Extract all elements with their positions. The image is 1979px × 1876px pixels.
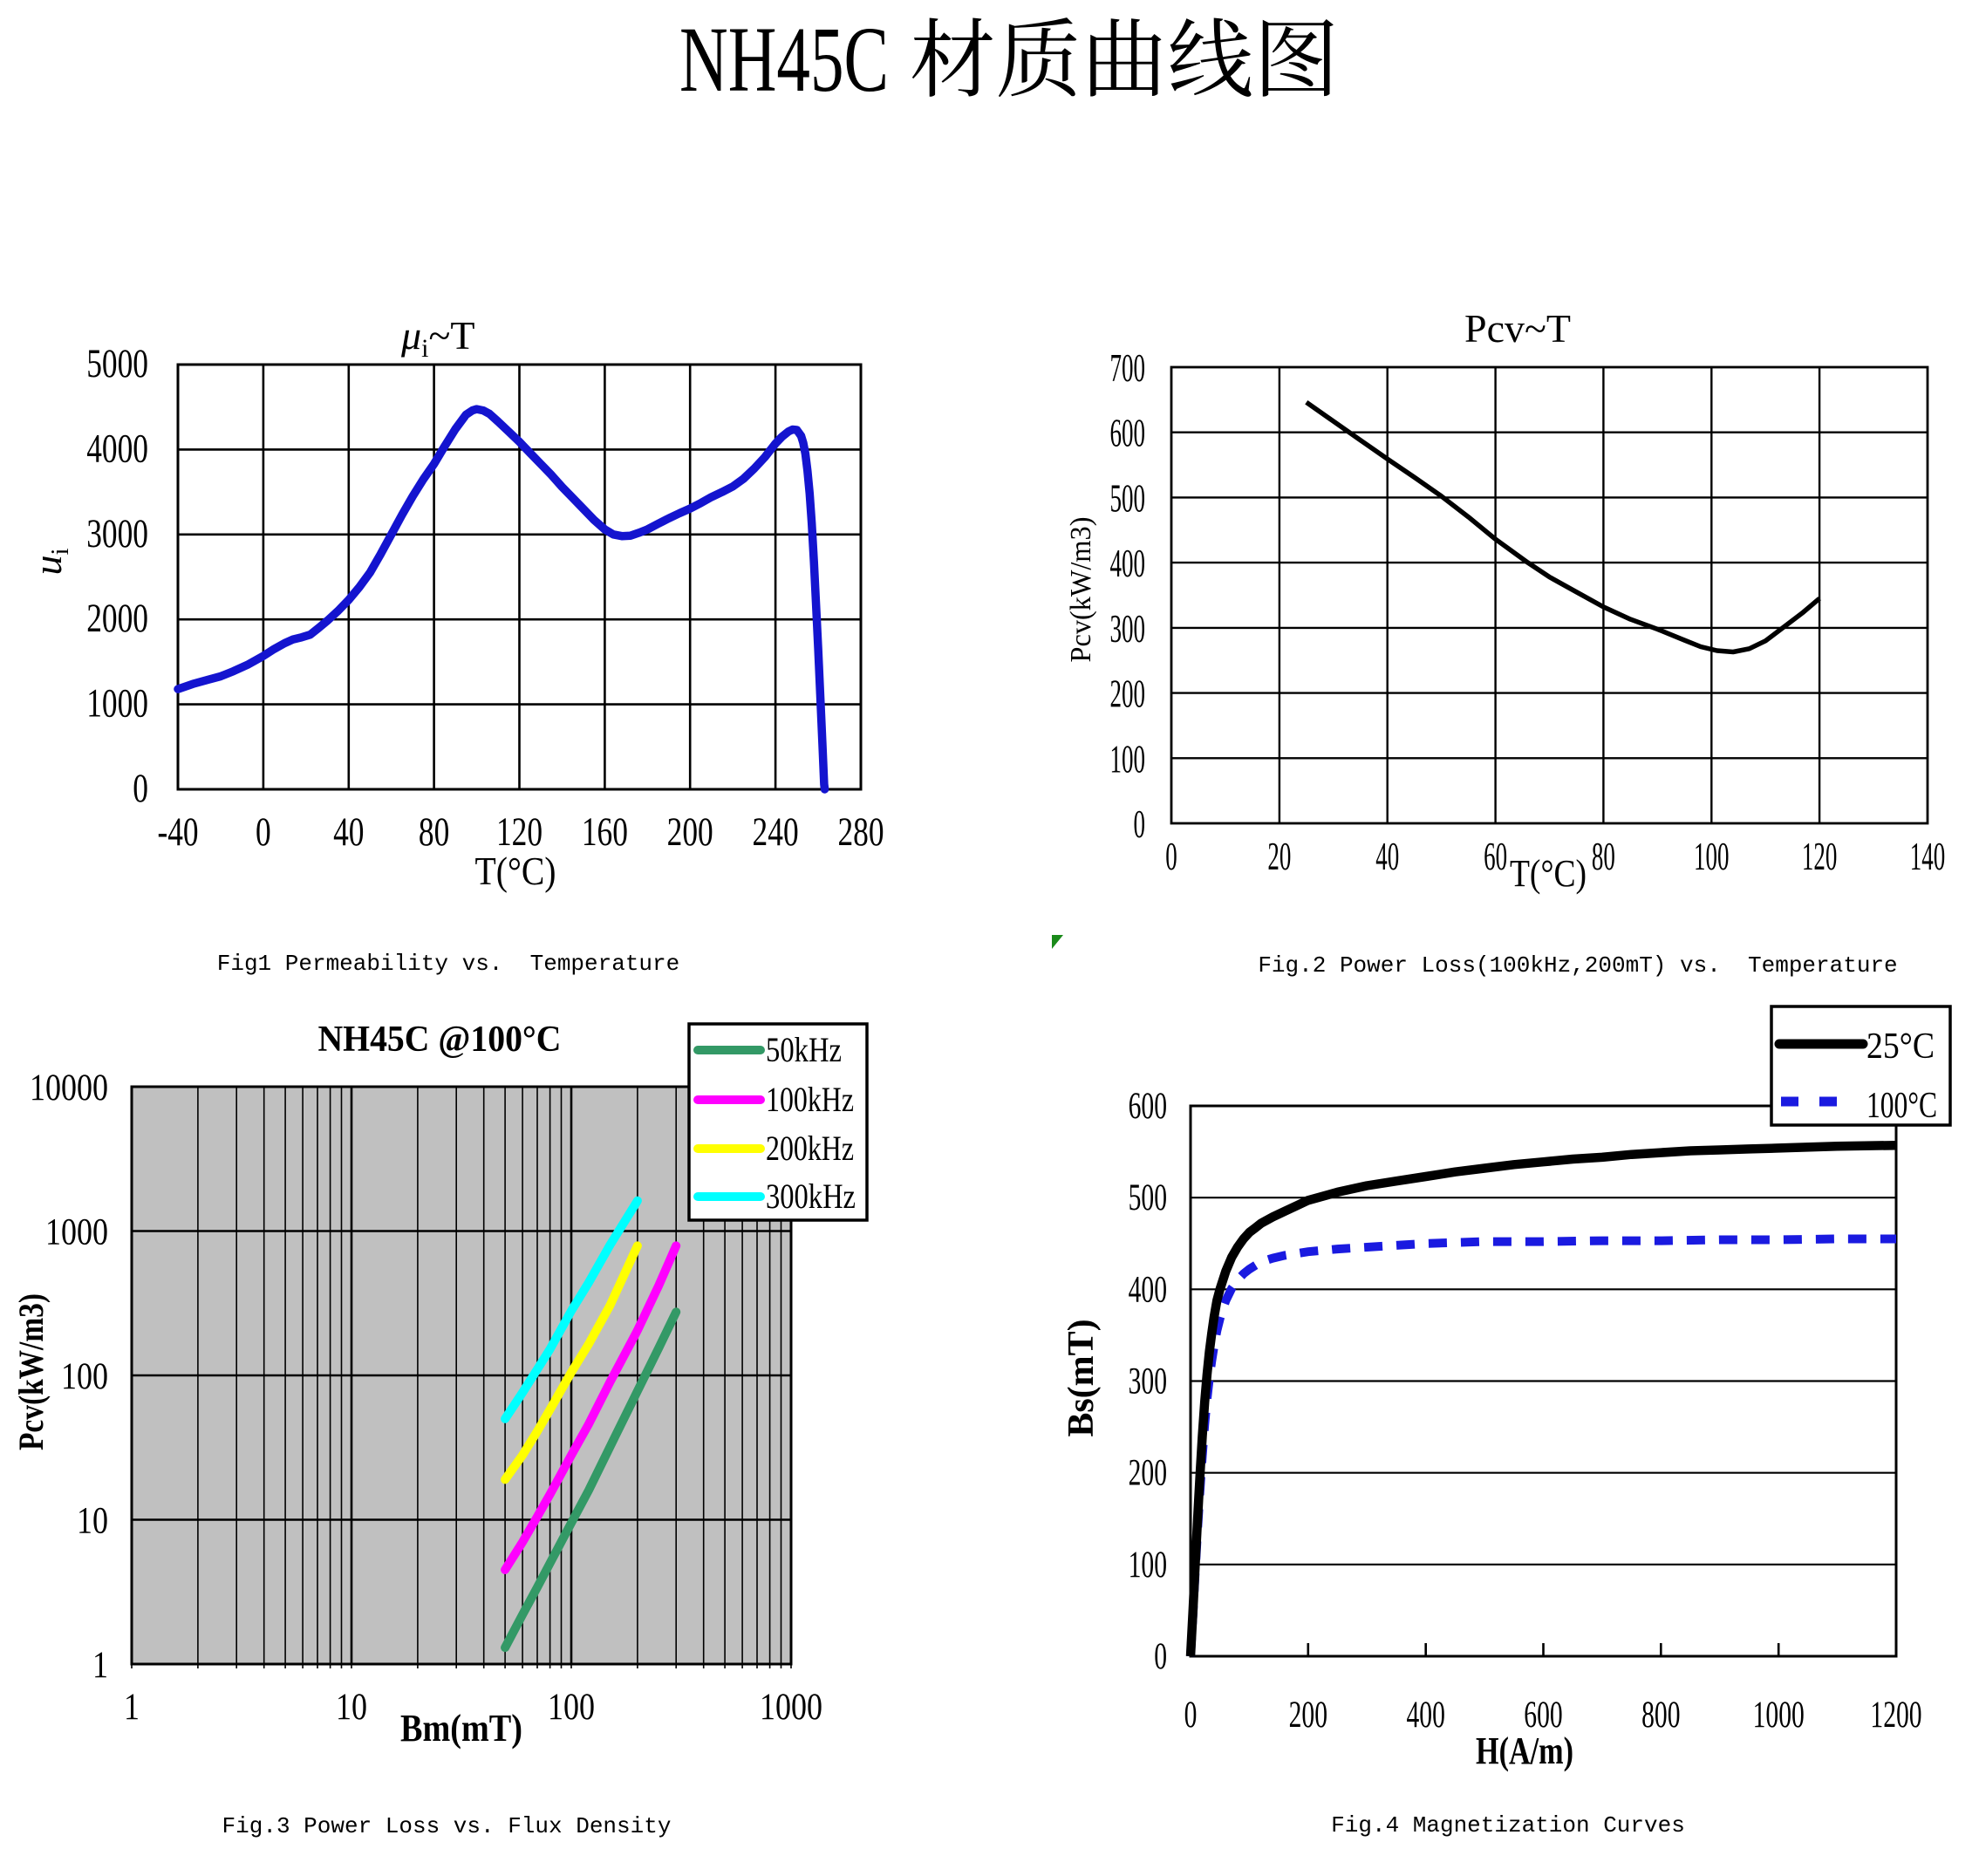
svg-text:300: 300	[1129, 1361, 1167, 1402]
svg-text:200: 200	[667, 809, 713, 855]
svg-text:60: 60	[1484, 835, 1507, 878]
svg-text:0: 0	[256, 809, 271, 855]
svg-text:100: 100	[548, 1687, 595, 1728]
svg-text:20: 20	[1267, 835, 1291, 878]
svg-text:2000: 2000	[86, 596, 148, 641]
svg-text:1200: 1200	[1870, 1695, 1921, 1736]
svg-text:NH45C: NH45C	[679, 9, 889, 112]
svg-text:10: 10	[77, 1501, 108, 1542]
svg-text:80: 80	[419, 809, 449, 855]
svg-text:ui: ui	[25, 548, 74, 575]
svg-text:200: 200	[1110, 672, 1146, 716]
svg-text:Pcv(kW/m3): Pcv(kW/m3)	[1065, 517, 1097, 663]
svg-text:1000: 1000	[86, 681, 148, 727]
svg-text:800: 800	[1641, 1695, 1680, 1736]
svg-text:1000: 1000	[760, 1687, 822, 1728]
svg-text:0: 0	[1165, 835, 1177, 878]
svg-text:Fig.2 Power Loss(100kHz,200mT): Fig.2 Power Loss(100kHz,200mT) vs. Tempe…	[1258, 952, 1897, 979]
svg-text:1: 1	[92, 1645, 108, 1686]
svg-text:100: 100	[1694, 835, 1730, 878]
svg-text:5000: 5000	[86, 341, 148, 386]
svg-text:Bs(mT): Bs(mT)	[1061, 1319, 1102, 1436]
svg-text:500: 500	[1129, 1177, 1167, 1218]
svg-text:160: 160	[582, 809, 628, 855]
svg-text:H(A/m): H(A/m)	[1476, 1729, 1573, 1772]
svg-text:100°C: 100°C	[1866, 1086, 1937, 1126]
svg-text:0: 0	[1154, 1636, 1167, 1677]
svg-text:120: 120	[496, 809, 543, 855]
svg-text:140: 140	[1910, 835, 1946, 878]
svg-text:600: 600	[1524, 1695, 1562, 1736]
svg-text:-40: -40	[157, 809, 198, 855]
svg-text:25°C: 25°C	[1866, 1027, 1935, 1067]
svg-text:T(°C): T(°C)	[475, 849, 556, 893]
svg-text:200: 200	[1289, 1695, 1327, 1736]
svg-text:700: 700	[1110, 346, 1146, 390]
svg-text:1000: 1000	[45, 1212, 108, 1253]
svg-text:10000: 10000	[30, 1068, 108, 1109]
svg-text:3000: 3000	[86, 511, 148, 556]
svg-text:600: 600	[1129, 1086, 1167, 1127]
svg-text:300kHz: 300kHz	[766, 1177, 856, 1216]
svg-text:200: 200	[1129, 1453, 1167, 1494]
svg-text:0: 0	[1134, 802, 1146, 846]
svg-text:40: 40	[333, 809, 364, 855]
svg-text:Pcv(kW/m3): Pcv(kW/m3)	[11, 1293, 51, 1450]
svg-text:1000: 1000	[1753, 1695, 1805, 1736]
svg-text:600: 600	[1110, 412, 1146, 455]
svg-text:10: 10	[336, 1687, 367, 1728]
svg-text:240: 240	[753, 809, 799, 855]
svg-text:100: 100	[1129, 1545, 1167, 1586]
svg-text:400: 400	[1110, 542, 1146, 585]
svg-text:50kHz: 50kHz	[766, 1030, 842, 1069]
svg-text:40: 40	[1375, 835, 1399, 878]
svg-text:Fig.4 Magnetization Curves: Fig.4 Magnetization Curves	[1331, 1812, 1685, 1838]
svg-text:80: 80	[1592, 835, 1615, 878]
svg-text:Fig1 Permeability vs. Tempera: Fig1 Permeability vs. Temperature	[217, 951, 680, 977]
svg-text:Pcv~T: Pcv~T	[1464, 306, 1571, 351]
svg-text:400: 400	[1407, 1695, 1445, 1736]
svg-text:400: 400	[1129, 1269, 1167, 1310]
svg-text:100: 100	[61, 1356, 108, 1397]
svg-text:1: 1	[124, 1687, 140, 1728]
svg-text:300: 300	[1110, 607, 1146, 651]
svg-text:0: 0	[1184, 1695, 1198, 1736]
svg-text:200kHz: 200kHz	[766, 1129, 854, 1168]
svg-text:4000: 4000	[86, 426, 148, 471]
svg-text:NH45C @100°C: NH45C @100°C	[318, 1020, 562, 1060]
svg-text:100kHz: 100kHz	[766, 1080, 854, 1119]
svg-text:T(°C): T(°C)	[1510, 852, 1587, 895]
svg-text:0: 0	[133, 766, 148, 811]
svg-text:100: 100	[1110, 737, 1146, 781]
svg-text:280: 280	[837, 809, 884, 855]
svg-text:120: 120	[1802, 835, 1838, 878]
svg-text:500: 500	[1110, 476, 1146, 520]
svg-text:Bm(mT): Bm(mT)	[400, 1707, 522, 1750]
svg-text:μi~T: μi~T	[400, 313, 474, 363]
svg-text:Fig.3 Power Loss vs. Flux Dens: Fig.3 Power Loss vs. Flux Density	[222, 1813, 672, 1839]
